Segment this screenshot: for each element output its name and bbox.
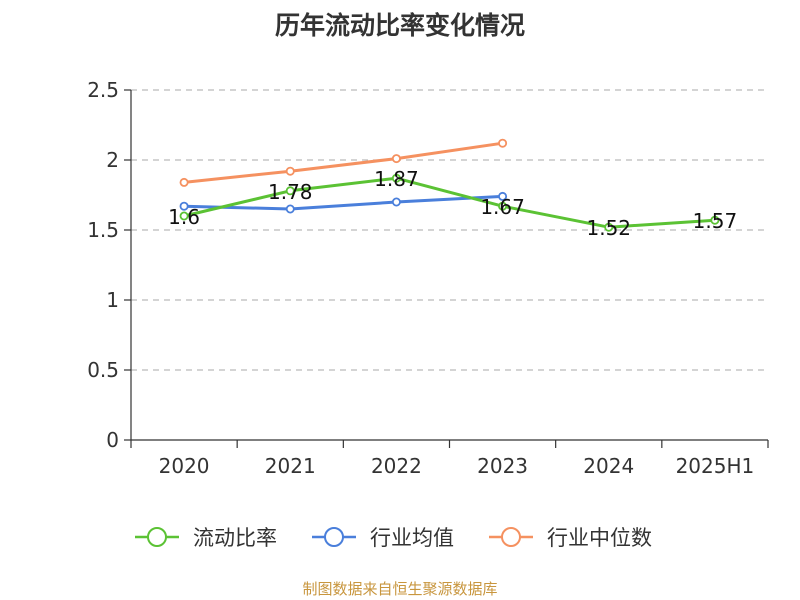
series-line-2 — [183, 141, 503, 184]
data-point-1 — [498, 191, 508, 201]
x-tick-label: 2025H1 — [676, 454, 755, 478]
data-point-0 — [285, 186, 295, 196]
chart-title: 历年流动比率变化情况 — [275, 11, 525, 40]
y-tick-label: 1.5 — [87, 218, 119, 242]
y-tick-label: 2 — [106, 148, 119, 172]
data-point-2 — [285, 166, 295, 176]
source-label: 制图数据来自恒生聚源数据库 — [302, 580, 497, 598]
legend-label: 行业均值 — [370, 526, 454, 550]
data-point-0 — [498, 201, 508, 211]
legend-label: 行业中位数 — [547, 526, 652, 550]
data-point-0 — [710, 215, 720, 225]
y-tick-label: 2.5 — [87, 78, 119, 102]
data-point-0 — [604, 222, 614, 232]
legend-marker — [501, 527, 521, 547]
gridlines — [131, 89, 768, 371]
x-tick-label: 2021 — [265, 454, 316, 478]
data-labels: 1.6 1.78 1.87 1.67 1.52 1.57 — [168, 167, 737, 240]
data-label: 1.78 — [268, 180, 313, 204]
data-label: 1.67 — [480, 195, 525, 219]
data-point-2 — [391, 154, 401, 164]
x-tick-label: 2024 — [583, 454, 634, 478]
data-point-0 — [391, 173, 401, 183]
data-label: 1.57 — [693, 209, 738, 233]
series-line-0 — [183, 176, 716, 229]
series-lines — [179, 138, 720, 232]
x-tick-label: 2022 — [371, 454, 422, 478]
x-tick-label: 2023 — [477, 454, 528, 478]
data-label: 1.6 — [168, 205, 200, 229]
y-tick-label: 1 — [106, 288, 119, 312]
legend-marker — [147, 527, 167, 547]
data-point-2 — [498, 138, 508, 148]
y-tick-label: 0.5 — [87, 358, 119, 382]
data-label: 1.52 — [586, 216, 631, 240]
legend: 流动比率 行业均值 行业中位数 — [135, 526, 652, 550]
data-point-1 — [179, 201, 189, 211]
series-line-1 — [184, 194, 503, 211]
data-point-2 — [179, 177, 189, 187]
data-point-1 — [285, 204, 295, 214]
y-tick-label: 0 — [106, 428, 119, 452]
x-tick-label: 2020 — [159, 454, 210, 478]
data-point-1 — [391, 197, 401, 207]
data-point-0 — [179, 211, 189, 221]
data-label: 1.87 — [374, 167, 419, 191]
legend-label: 流动比率 — [193, 526, 277, 550]
legend-marker — [324, 527, 344, 547]
